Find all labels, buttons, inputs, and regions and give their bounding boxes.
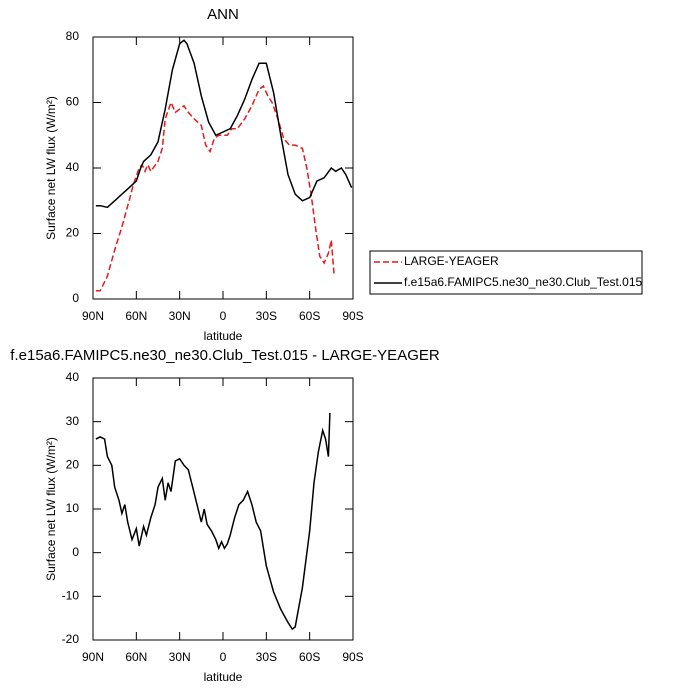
data-line	[95, 412, 331, 631]
x-tick-label: 0	[220, 309, 227, 323]
y-tick-label: 0	[72, 545, 79, 559]
y-tick-label: 40	[66, 370, 80, 384]
x-tick-label: 60S	[299, 650, 320, 664]
y-tick-label: 40	[66, 160, 80, 174]
y-axis-label: Surface net LW flux (W/m²)	[44, 437, 58, 581]
x-tick-label: 90N	[82, 309, 104, 323]
x-tick-label: 30S	[256, 650, 277, 664]
x-tick-label: 60S	[299, 309, 320, 323]
x-tick-label: 60N	[125, 650, 147, 664]
legend-label: f.e15a6.FAMIPC5.ne30_ne30.Club_Test.015	[404, 275, 642, 289]
y-axis-label: Surface net LW flux (W/m²)	[44, 96, 58, 240]
y-tick-label: 60	[66, 95, 80, 109]
x-tick-label: 90S	[342, 650, 363, 664]
data-line	[95, 39, 353, 209]
x-axis-label: latitude	[204, 329, 243, 343]
x-tick-label: 30N	[169, 309, 191, 323]
y-tick-label: 30	[66, 414, 80, 428]
chart-title: ANN	[207, 6, 239, 23]
legend-box	[369, 250, 643, 295]
plot-frame	[92, 36, 354, 300]
y-tick-label: -20	[62, 632, 80, 646]
x-tick-label: 90N	[82, 650, 104, 664]
y-tick-label: 80	[66, 29, 80, 43]
x-tick-label: 30N	[169, 650, 191, 664]
x-tick-label: 60N	[125, 309, 147, 323]
y-tick-label: 20	[66, 226, 80, 240]
chart-title: f.e15a6.FAMIPC5.ne30_ne30.Club_Test.015 …	[10, 347, 440, 364]
x-tick-label: 90S	[342, 309, 363, 323]
y-tick-label: 0	[72, 291, 79, 305]
y-tick-label: 10	[66, 501, 80, 515]
y-tick-label: 20	[66, 458, 80, 472]
x-tick-label: 0	[220, 650, 227, 664]
x-axis-label: latitude	[204, 670, 243, 684]
plot-frame	[92, 377, 354, 641]
data-line	[95, 84, 335, 292]
x-tick-label: 30S	[256, 309, 277, 323]
legend-label: LARGE-YEAGER	[404, 254, 499, 268]
y-tick-label: -10	[62, 589, 80, 603]
